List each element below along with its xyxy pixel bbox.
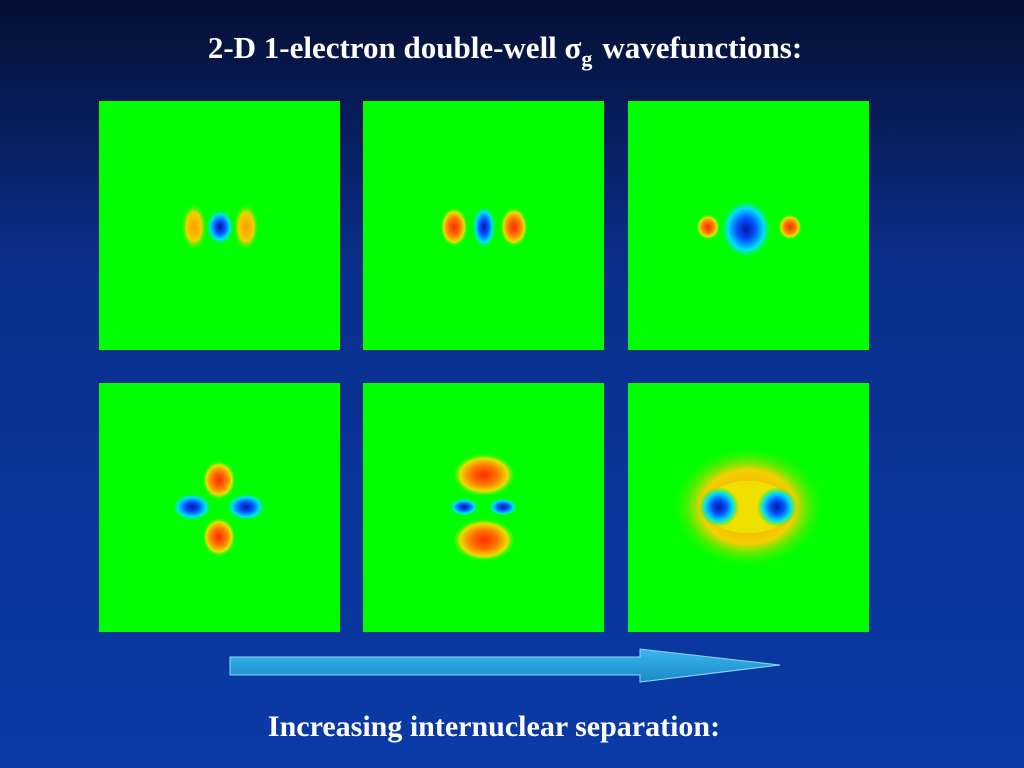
lobe — [452, 518, 516, 562]
lobe — [452, 453, 516, 497]
lobe — [699, 487, 739, 527]
panel — [363, 383, 604, 632]
lobe — [778, 214, 802, 240]
lobe — [472, 205, 496, 249]
lobe — [206, 209, 234, 245]
lobe — [757, 487, 797, 527]
lobe — [233, 203, 259, 251]
caption: Increasing internuclear separation: — [268, 710, 720, 743]
lobe — [202, 460, 236, 500]
lobe — [172, 493, 212, 521]
lobe — [440, 207, 468, 247]
slide-title: 2-D 1-electron double-well σg wavefunctio… — [208, 30, 802, 71]
lobe — [202, 517, 236, 557]
lobe — [720, 199, 772, 259]
lobe — [181, 203, 207, 251]
lobe — [696, 214, 720, 240]
arrow — [229, 648, 781, 683]
panel — [99, 383, 340, 632]
lobe — [226, 493, 266, 521]
lobe — [500, 207, 528, 247]
wavefunction-panels — [99, 101, 869, 632]
lobe — [449, 498, 479, 516]
lobe — [488, 498, 518, 516]
